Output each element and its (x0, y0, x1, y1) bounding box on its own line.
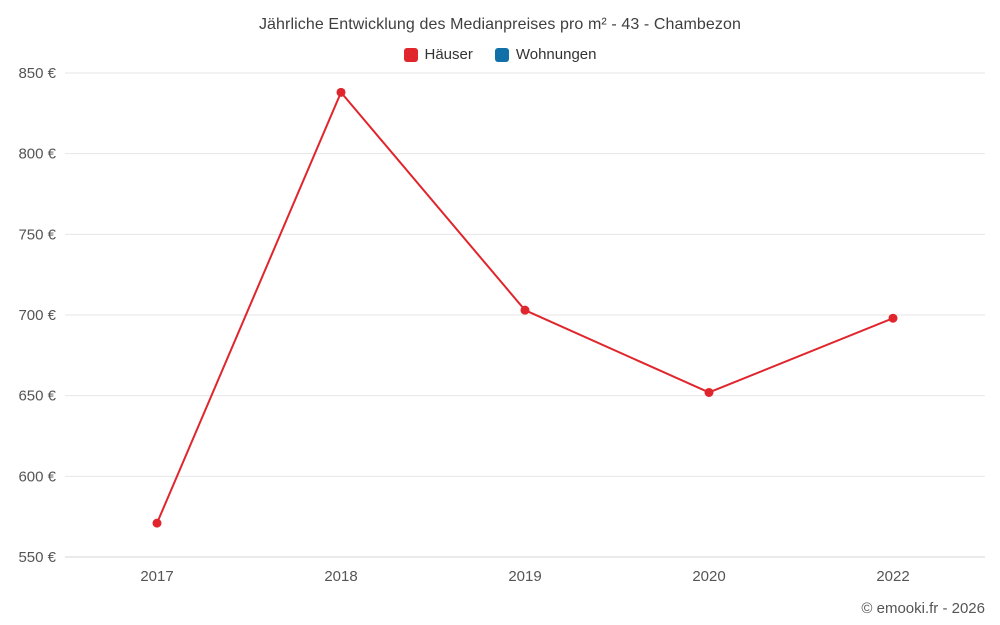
legend-label: Wohnungen (515, 46, 597, 63)
chart-footer-credit: © emooki.fr - 2026 (861, 600, 985, 617)
x-tick-label: 2022 (876, 568, 909, 585)
y-tick-label: 550 € (18, 549, 56, 566)
chart-title: Jährliche Entwicklung des Medianpreises … (258, 16, 742, 33)
y-tick-label: 750 € (18, 226, 56, 243)
legend-swatch-icon (494, 47, 509, 62)
data-point[interactable] (336, 87, 346, 97)
y-tick-label: 850 € (18, 65, 56, 82)
y-tick-label: 800 € (18, 146, 56, 163)
x-tick-label: 2017 (140, 568, 173, 585)
y-tick-label: 650 € (18, 388, 56, 405)
chart-header: Jährliche Entwicklung des Medianpreises … (0, 0, 1000, 63)
legend-item-wohnungen[interactable]: Wohnungen (494, 46, 597, 63)
y-tick-label: 600 € (18, 468, 56, 485)
data-point[interactable] (704, 387, 714, 397)
legend: Häuser Wohnungen (0, 46, 1000, 63)
x-tick-label: 2018 (324, 568, 357, 585)
x-tick-label: 2020 (692, 568, 725, 585)
legend-label: Häuser (424, 46, 473, 63)
data-point[interactable] (888, 313, 898, 323)
y-tick-label: 700 € (18, 307, 56, 324)
legend-swatch-icon (403, 47, 418, 62)
data-point[interactable] (520, 305, 530, 315)
data-point[interactable] (152, 518, 162, 528)
x-tick-label: 2019 (508, 568, 541, 585)
legend-item-hauser[interactable]: Häuser (403, 46, 473, 63)
